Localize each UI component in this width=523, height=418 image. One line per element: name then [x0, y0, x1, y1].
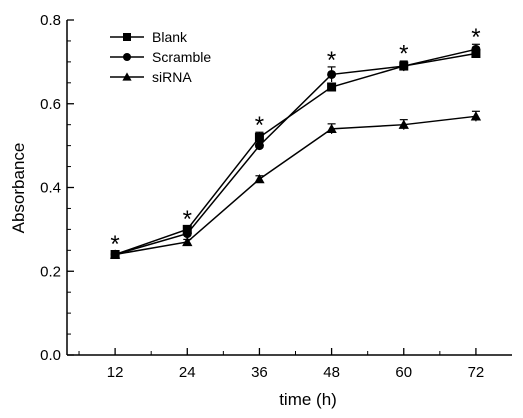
y-tick-label: 0.4 [40, 180, 61, 197]
legend-item-scramble: Scramble [110, 49, 211, 65]
y-tick-label: 0.0 [40, 347, 61, 364]
square-marker [327, 82, 337, 92]
x-tick-label: 12 [107, 364, 124, 381]
significance-star: * [110, 231, 119, 258]
series-sirna [109, 110, 482, 259]
significance-star: * [399, 41, 408, 68]
square-marker [254, 132, 264, 142]
triangle-marker [182, 236, 193, 247]
series-layer [109, 43, 482, 259]
circle-marker [123, 53, 131, 61]
triangle-marker [470, 111, 482, 121]
series-line [114, 115, 477, 256]
circle-marker [471, 44, 481, 54]
x-tick-label: 60 [395, 364, 412, 381]
triangle-marker [254, 173, 265, 184]
circle-marker [182, 229, 192, 239]
y-axis-label: Absorbance [9, 143, 28, 234]
significance-star: * [183, 206, 192, 233]
triangle-marker [398, 119, 409, 129]
circle-marker [327, 69, 337, 79]
square-marker [123, 33, 131, 41]
y-tick-label: 0.8 [40, 12, 61, 29]
significance-star: * [471, 24, 480, 51]
significance-star: * [327, 47, 336, 74]
x-tick-label: 72 [468, 364, 485, 381]
triangle-marker [109, 249, 121, 259]
series-line [114, 48, 477, 256]
legend-label: siRNA [152, 69, 192, 85]
y-tick-label: 0.6 [40, 96, 61, 113]
legend: Blank Scramble siRNA [110, 29, 211, 85]
x-axis-label: time (h) [279, 390, 337, 409]
x-tick-label: 36 [251, 364, 268, 381]
triangle-marker [122, 72, 132, 81]
triangle-marker [326, 123, 337, 134]
x-tick-label: 48 [323, 364, 340, 381]
y-tick-label: 0.2 [40, 263, 61, 280]
significance-annotations: * * * * * * [110, 24, 480, 258]
significance-star: * [255, 112, 264, 139]
circle-marker [399, 61, 409, 71]
legend-item-sirna: siRNA [110, 69, 192, 85]
legend-label: Blank [152, 29, 188, 45]
circle-marker [254, 141, 264, 151]
x-tick-label: 24 [179, 364, 196, 381]
axes: 0.0 0.2 0.4 0.6 0.8 12 24 36 48 60 72 [40, 12, 512, 381]
legend-item-blank: Blank [110, 29, 188, 45]
legend-label: Scramble [152, 49, 211, 65]
